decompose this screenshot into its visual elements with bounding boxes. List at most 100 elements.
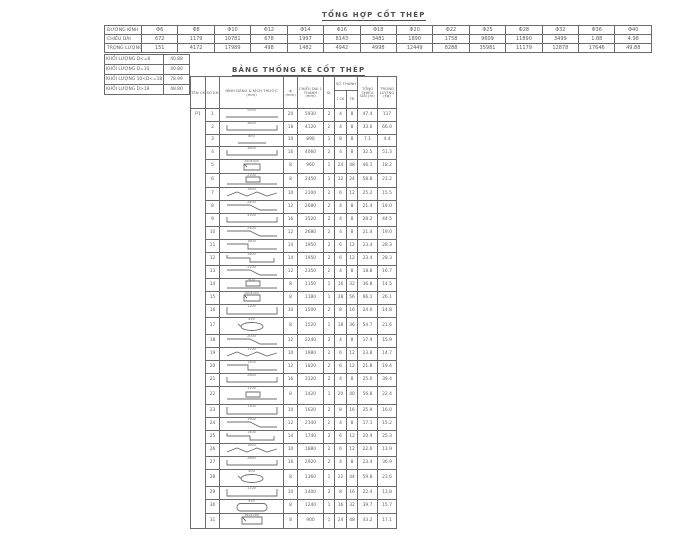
total-length-cell: 20.9 [358, 431, 378, 443]
bar-length-cell: 900 [298, 514, 324, 528]
total-length-cell: 21.4 [358, 201, 378, 213]
count-total-cell: 56 [347, 292, 358, 304]
summary-row: CHIỀU DÀI 672 1179 10781 678 1997 8143 3481 1890… [104, 34, 652, 44]
count-1ck-cell: 4 [335, 227, 347, 239]
sl-cell: 2 [324, 240, 335, 252]
count-1ck-cell: 12 [335, 174, 347, 187]
summary-weight-cell: 151 [140, 43, 179, 53]
shape-dimension-label: 1300 [247, 405, 256, 408]
weight-cell: 19.4 [382, 363, 392, 369]
diameter-cell: 16 [284, 147, 298, 159]
summary-weight-cell: 12449 [395, 43, 434, 53]
shape-cell: 400 [220, 470, 284, 486]
shape-cell: 2100 [220, 266, 284, 278]
shape-cell: 450 [220, 318, 284, 334]
shape-dimension-label: 1400 [247, 431, 256, 434]
diameter-cell: 12 [284, 418, 298, 430]
summary-weight-cell: 12878 [541, 43, 580, 53]
rebar-shape-icon [226, 204, 277, 211]
bar-length-cell: 1820 [298, 361, 324, 373]
bar-length-cell: 1740 [298, 431, 324, 443]
shape-cell: 1100 [220, 487, 284, 499]
shape-cell: 3800 [220, 147, 284, 159]
schedule-row: 7 1800 10 2100 2 6 12 25.2 15.5 [206, 188, 396, 201]
sl-cell: 1 [324, 470, 335, 486]
sl-cell: 2 [324, 201, 335, 213]
header-phi: φ (mm) [284, 77, 298, 108]
diameter-cell: 8 [284, 174, 298, 187]
mass-summary-table: KHỐI LƯỢNG D<=8 40.88 KHỐI LƯỢNG D=10 40.80… [104, 54, 190, 95]
weight-cell: 18.2 [382, 163, 392, 169]
total-length-cell: 22.6 [358, 444, 378, 456]
diameter-cell: 8 [284, 279, 298, 291]
summary-weight-cell: 49.88 [614, 43, 652, 53]
rebar-shape-icon [226, 255, 274, 263]
rebar-shape-icon [226, 217, 277, 223]
diameter-cell: 10 [284, 348, 298, 360]
mass-row-label: KHỐI LƯỢNG D=10 [104, 64, 164, 75]
summary-length-cell: 4.98 [614, 34, 652, 44]
bar-length-cell: 1240 [298, 500, 324, 513]
shape-dimension-label: 3800 [247, 147, 256, 150]
shape-dimension-label: 450 [248, 318, 255, 321]
shape-dimension-label: 200x350 [244, 292, 259, 295]
header-sl: SL [324, 77, 335, 108]
diameter-cell: 16 [284, 214, 298, 226]
summary-weight-cell: 4942 [323, 43, 361, 53]
bar-length-cell: 2240 [298, 335, 324, 347]
sl-cell: 2 [324, 122, 335, 134]
weight-cell: 117 [382, 111, 392, 117]
count-total-cell: 8 [347, 374, 358, 386]
total-length-cell: 47.4 [358, 109, 378, 121]
mark-number-cell: 23 [206, 405, 220, 417]
count-total-cell: 12 [347, 444, 358, 456]
schedule-row: 31 160x280 8 900 1 24 48 43.2 17.1 [206, 514, 396, 528]
total-length-cell: 56.8 [358, 387, 378, 404]
weight-cell: 15.7 [382, 503, 392, 509]
summary-length-cell: 678 [250, 34, 288, 44]
sl-cell: 1 [324, 318, 335, 334]
schedule-row: 8 2400 12 2680 2 4 8 21.4 19.0 [206, 201, 396, 214]
total-length-cell: 43.2 [358, 514, 378, 528]
diameter-cell: 14 [284, 253, 298, 265]
shape-dimension-label: 950 [248, 500, 255, 503]
schedule-row: 21 2800 16 3120 2 4 8 25.0 39.4 [206, 374, 396, 387]
diameter-cell: 10 [284, 405, 298, 417]
weight-cell: 26.1 [382, 294, 392, 300]
rebar-shape-icon [226, 338, 277, 345]
shape-cell: 1400 [220, 431, 284, 443]
rebar-shape-icon [226, 489, 277, 497]
count-total-cell: 32 [347, 279, 358, 291]
count-1ck-cell: 6 [335, 240, 347, 252]
diameter-cell: 16 [284, 374, 298, 386]
header-tb: TB [349, 96, 354, 101]
component-name-cell: P1 [191, 109, 206, 528]
schedule-row: 19 1700 10 1980 2 6 12 23.8 14.7 [206, 348, 396, 361]
rebar-shape-icon [226, 391, 277, 399]
schedule-row: 9 3200 16 3520 2 4 8 28.2 44.5 [206, 214, 396, 227]
diameter-cell: 8 [284, 318, 298, 334]
rebar-shape-icon [226, 433, 274, 441]
rebar-shape-icon [226, 460, 277, 466]
summary-length-cell: 3481 [359, 34, 397, 44]
mark-number-cell: 17 [206, 318, 220, 334]
count-total-cell: 8 [347, 418, 358, 430]
shape-dimension-label: 1500 [247, 361, 256, 364]
mark-number-cell: 19 [206, 348, 220, 360]
mark-number-cell: 13 [206, 266, 220, 278]
count-1ck-cell: 4 [335, 335, 347, 347]
shape-dimension-label: 2200 [247, 174, 256, 177]
total-length-cell: 25.0 [358, 374, 378, 386]
total-length-cell: 32.5 [358, 147, 378, 159]
total-length-cell: 23.8 [358, 348, 378, 360]
weight-cell: 15.2 [382, 420, 392, 426]
weight-cell: 19.0 [382, 229, 392, 235]
count-total-cell: 48 [347, 514, 358, 528]
shape-dimension-label: 2800 [247, 374, 256, 377]
mark-number-cell: 24 [206, 418, 220, 430]
schedule-row: 20 1500 12 1820 2 6 12 21.8 19.4 [206, 361, 396, 374]
bar-length-cell: 1400 [298, 487, 324, 499]
weight-cell: 25.3 [382, 433, 392, 439]
count-total-cell: 8 [347, 147, 358, 159]
summary-length-cell: 3499 [541, 34, 580, 44]
